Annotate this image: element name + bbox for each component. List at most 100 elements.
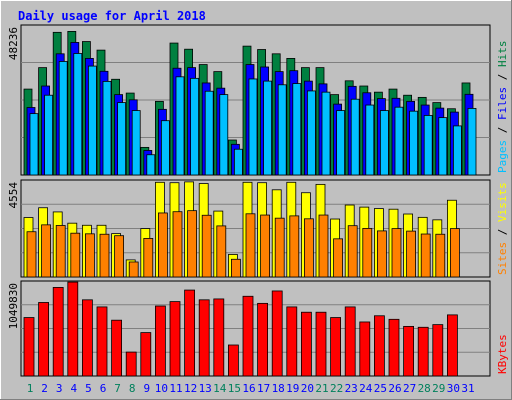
day-label-2: 2 (41, 382, 48, 395)
pages-bar (321, 91, 331, 176)
pages-bar (175, 76, 185, 176)
kbytes-bar (242, 295, 254, 377)
sites-bar (157, 212, 168, 278)
pages-bar (233, 148, 243, 176)
pages-bar (379, 110, 389, 176)
day-label-22: 22 (330, 382, 343, 395)
pages-bar (277, 84, 287, 176)
visits-panel: 4554 Sites / Visits (7, 179, 509, 278)
legend-pages: Pages (496, 140, 509, 173)
pages-bar (190, 77, 200, 176)
pages-bar (438, 117, 448, 176)
legend-files: Files (496, 87, 509, 120)
kbytes-bar (96, 306, 108, 377)
day-label-10: 10 (155, 382, 168, 395)
pages-bar (350, 98, 360, 176)
day-label-24: 24 (359, 382, 373, 395)
day-label-12: 12 (184, 382, 197, 395)
kbytes-bar (67, 281, 79, 377)
sites-bar (318, 214, 329, 278)
kbytes-panel: 1049830 KBytes (7, 280, 509, 377)
sites-bar (420, 233, 431, 278)
kbytes-bar (446, 314, 458, 377)
day-label-8: 8 (129, 382, 136, 395)
day-label-25: 25 (374, 382, 387, 395)
legend-kbytes: KBytes (496, 334, 509, 374)
hits-panel-ymax-label: 48236 (7, 27, 20, 60)
kbytes-bar (111, 319, 122, 377)
kbytes-bar (388, 318, 400, 377)
sites-bar (230, 258, 241, 278)
pages-bar (365, 104, 375, 176)
kbytes-bar (82, 299, 93, 377)
pages-bar (29, 113, 39, 176)
sites-bar (41, 224, 51, 278)
kbytes-bar (38, 302, 49, 377)
day-label-27: 27 (403, 382, 416, 395)
kbytes-panel-right-labels: KBytes (496, 334, 509, 374)
legend-hits: Hits (496, 41, 509, 68)
kbytes-bar (359, 321, 371, 377)
sites-bar (362, 227, 373, 278)
pages-bar (102, 81, 112, 176)
pages-bar (248, 78, 258, 176)
sites-bar (449, 228, 460, 278)
pages-bar (409, 110, 419, 176)
day-label-1: 1 (27, 382, 34, 395)
kbytes-bar (344, 306, 356, 377)
hits-panel: 48236 Pages / Files / Hits (7, 24, 509, 176)
kbytes-bar (52, 287, 64, 377)
sites-bar (391, 228, 402, 278)
sites-bar (245, 213, 256, 278)
day-label-16: 16 (242, 382, 255, 395)
day-label-15: 15 (228, 382, 241, 395)
kbytes-bar (198, 299, 210, 377)
day-label-26: 26 (388, 382, 401, 395)
day-label-18: 18 (272, 382, 285, 395)
legend-visits: Visits (496, 182, 509, 222)
sites-bar (26, 231, 37, 278)
kbytes-bar (169, 301, 181, 377)
pages-bar (306, 90, 316, 176)
day-label-17: 17 (257, 382, 270, 395)
kbytes-bar (403, 325, 415, 377)
sites-bar (216, 225, 227, 278)
visits-panel-series-legend: Sites / Visits (496, 182, 509, 275)
kbytes-bar (286, 306, 298, 377)
kbytes-bar (417, 326, 429, 377)
pages-bar (73, 53, 83, 176)
pages-bar (131, 110, 141, 176)
kbytes-bar (271, 290, 283, 377)
kbytes-bar (257, 302, 269, 377)
kbytes-panel-series-legend: KBytes (496, 334, 509, 374)
day-label-4: 4 (70, 382, 77, 395)
day-label-14: 14 (213, 382, 227, 395)
visits-panel-right-labels: Sites / Visits (496, 182, 509, 275)
pages-bar (88, 65, 97, 176)
sites-bar (260, 214, 271, 278)
day-label-6: 6 (100, 382, 107, 395)
sites-bar (376, 230, 387, 278)
day-label-21: 21 (315, 382, 328, 395)
day-label-29: 29 (432, 382, 445, 395)
kbytes-bar (330, 317, 342, 377)
day-label-31: 31 (461, 382, 474, 395)
pages-bar (263, 80, 273, 176)
kbytes-bar (184, 289, 196, 377)
sites-bar (70, 232, 81, 278)
pages-bar (292, 83, 302, 176)
sites-bar (289, 215, 300, 278)
pages-bar (452, 125, 462, 176)
day-label-9: 9 (143, 382, 150, 395)
sites-bar (347, 225, 358, 278)
day-label-28: 28 (418, 382, 431, 395)
pages-bar (423, 115, 433, 176)
sites-bar (85, 233, 95, 278)
sites-bar (143, 238, 154, 278)
sites-bar (172, 211, 183, 278)
day-label-20: 20 (301, 382, 314, 395)
pages-bar (336, 110, 346, 176)
kbytes-bar (213, 298, 225, 377)
